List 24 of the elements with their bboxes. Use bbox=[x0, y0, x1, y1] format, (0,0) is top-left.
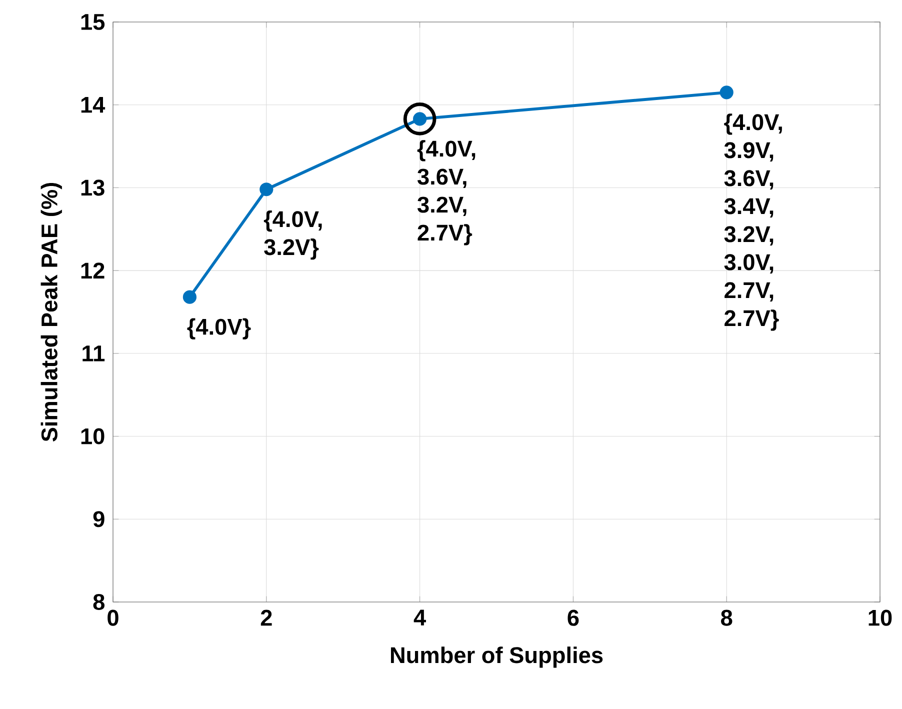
point bbox=[720, 86, 734, 100]
y-tick-label: 12 bbox=[81, 262, 104, 278]
x-tick-label: 6 bbox=[568, 610, 579, 626]
y-tick-label: 10 bbox=[81, 428, 104, 444]
y-tick-label: 15 bbox=[81, 14, 105, 30]
annotation: {4.0V, 3.6V, 3.2V, 2.7V} bbox=[417, 140, 476, 246]
x-tick-label: 2 bbox=[260, 610, 272, 626]
x-tick-label: 4 bbox=[414, 610, 426, 626]
point bbox=[182, 290, 197, 304]
point bbox=[260, 182, 274, 196]
x-tick-label: 10 bbox=[868, 610, 892, 626]
y-tick-label: 9 bbox=[93, 511, 104, 528]
y-tick-label: 14 bbox=[81, 97, 106, 113]
x-tick-label: 8 bbox=[721, 610, 732, 626]
point bbox=[403, 102, 436, 136]
x-axis-title: Number of Supplies bbox=[390, 646, 603, 668]
y-tick-label: 13 bbox=[81, 180, 104, 196]
annotation: {4.0V, 3.9V, 3.6V, 3.4V, 3.2V, 3.0V, 2.7V, 2.7V} bbox=[724, 114, 782, 331]
annotation: {4.0V} bbox=[187, 318, 251, 340]
annotation: {4.0V, 3.2V} bbox=[264, 210, 322, 260]
y-tick-label: 11 bbox=[82, 346, 105, 362]
x-tick-label: 0 bbox=[108, 610, 118, 626]
y-tick-label: 8 bbox=[93, 594, 104, 610]
y-axis-title: Simulated Peak PAE (%) bbox=[40, 182, 62, 442]
